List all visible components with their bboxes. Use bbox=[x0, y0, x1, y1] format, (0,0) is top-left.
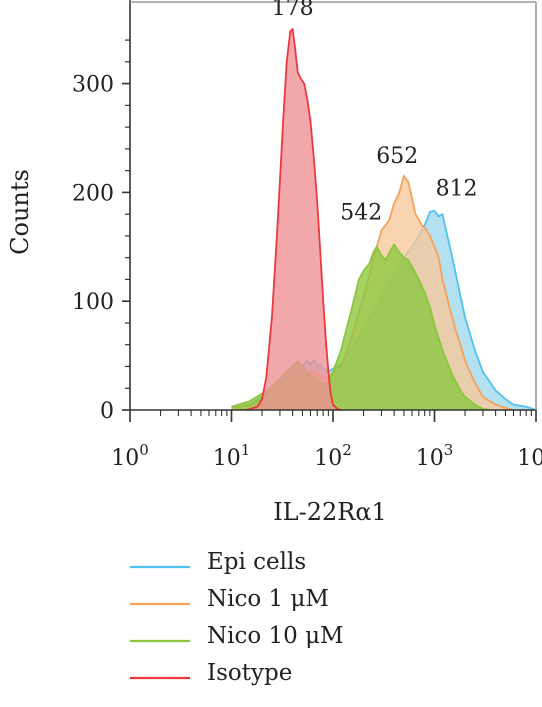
legend-label-3: Isotype bbox=[207, 660, 292, 686]
x-tick-label: 104 bbox=[517, 441, 542, 471]
y-axis-ticks: 0 100 200 300 bbox=[72, 39, 130, 424]
peak-label: 542 bbox=[340, 201, 382, 226]
x-tick-label: 103 bbox=[416, 441, 454, 471]
legend: Epi cells Nico 1 μM Nico 10 μM Isotype bbox=[130, 549, 344, 686]
x-axis-title: IL-22Rα1 bbox=[273, 498, 387, 526]
series-line-3 bbox=[246, 27, 342, 411]
y-tick-label: 0 bbox=[100, 399, 114, 424]
y-axis-title: Counts bbox=[6, 169, 34, 255]
legend-label-1: Nico 1 μM bbox=[207, 586, 329, 612]
y-tick-label: 300 bbox=[72, 73, 114, 98]
peak-label: 652 bbox=[376, 144, 418, 169]
x-tick-label: 101 bbox=[213, 441, 251, 471]
y-tick-label: 100 bbox=[72, 290, 114, 315]
legend-label-2: Nico 10 μM bbox=[207, 623, 344, 649]
x-tick-label: 102 bbox=[314, 441, 352, 471]
x-tick-label: 100 bbox=[111, 441, 149, 471]
series-layer bbox=[231, 27, 537, 411]
y-tick-label: 200 bbox=[72, 181, 114, 206]
peak-label: 812 bbox=[436, 177, 478, 202]
peak-labels: 178 542 652 812 bbox=[272, 0, 478, 226]
series-area-3 bbox=[246, 29, 341, 410]
x-axis-ticks: 100 101 102 103 104 bbox=[111, 410, 542, 471]
legend-label-0: Epi cells bbox=[207, 549, 306, 575]
peak-label: 178 bbox=[272, 0, 314, 21]
